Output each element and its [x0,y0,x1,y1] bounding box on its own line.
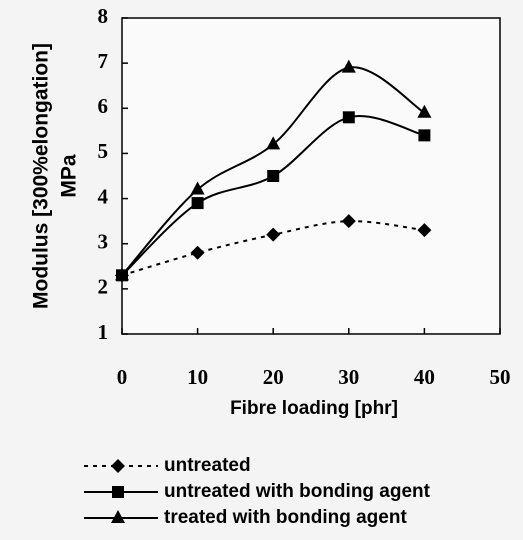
y-tick-label: 3 [98,230,109,254]
y-tick-label: 1 [98,320,109,344]
x-tick-label: 0 [117,365,128,389]
y-tick-label: 8 [98,4,109,28]
legend-label: treated with bonding agent [164,507,407,528]
marker [112,486,124,498]
y-tick-label: 5 [98,139,109,163]
x-tick-label: 10 [187,365,208,389]
y-tick-label: 4 [98,184,109,208]
legend-label: untreated [164,455,251,476]
y-tick-label: 7 [98,49,109,73]
marker [190,181,205,195]
y-axis-label: Modulus [300%elongation] [30,43,53,309]
marker [266,136,281,150]
x-axis-label: Fibre loading [phr] [230,398,398,419]
marker [342,111,355,124]
marker [115,267,129,281]
plot-frame [121,17,501,335]
x-tick-label: 30 [338,365,359,389]
marker [417,223,432,238]
marker [341,59,356,73]
marker [191,197,204,210]
y-label-group: Modulus [300%elongation] MPa [30,43,81,309]
marker [418,129,431,142]
marker [267,170,280,182]
x-tick-label: 40 [414,365,435,389]
y-tick-label: 2 [98,275,109,299]
legend-label: untreated with bonding agent [164,481,431,502]
marker [190,245,205,260]
marker [111,459,125,473]
y-axis-unit: MPa [58,154,81,198]
y-tick-label: 6 [98,94,109,118]
marker [111,510,125,523]
x-tick-label: 20 [263,365,284,389]
marker [266,227,281,242]
x-tick-label: 50 [490,365,511,389]
marker [417,104,432,118]
marker [341,214,356,229]
